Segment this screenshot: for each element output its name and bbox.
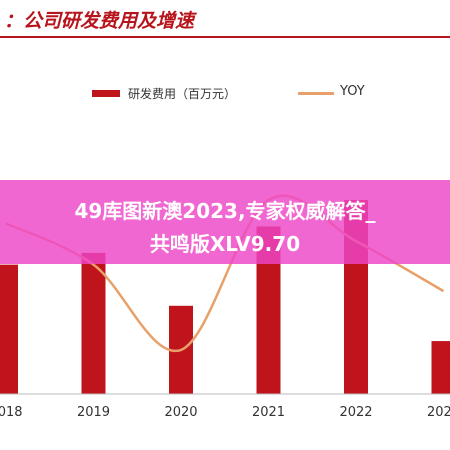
legend-line-swatch	[298, 92, 334, 95]
bar-2023	[431, 341, 450, 394]
x-axis-ticks: 2018 2019 2020 2021 2022 2023	[0, 405, 450, 420]
bar-2018	[0, 264, 18, 394]
legend-line-label: YOY	[340, 84, 365, 99]
banner-text-line-1: 49库图新澳2023,专家权威解答_	[74, 199, 376, 223]
banner-text-line-2: 共鸣版XLV9.70	[149, 232, 301, 256]
overlay-banner: 49库图新澳2023,专家权威解答_ 共鸣版XLV9.70	[0, 180, 450, 264]
header-divider	[0, 36, 450, 38]
x-tick-2021: 2021	[252, 405, 285, 420]
page-header: ：公司研发费用及增速	[0, 0, 450, 40]
legend-bar-swatch	[92, 90, 120, 97]
x-tick-2018: 2018	[0, 405, 23, 420]
x-tick-2023: 2023	[427, 405, 450, 420]
x-tick-2019: 2019	[77, 405, 110, 420]
page-title: ：公司研发费用及增速	[4, 10, 195, 32]
x-tick-2020: 2020	[164, 405, 197, 420]
chart-legend: 研发费用（百万元） YOY	[92, 84, 392, 104]
legend-bar-label: 研发费用（百万元）	[128, 87, 237, 101]
bar-2019	[81, 252, 106, 394]
x-tick-2022: 2022	[339, 405, 372, 420]
